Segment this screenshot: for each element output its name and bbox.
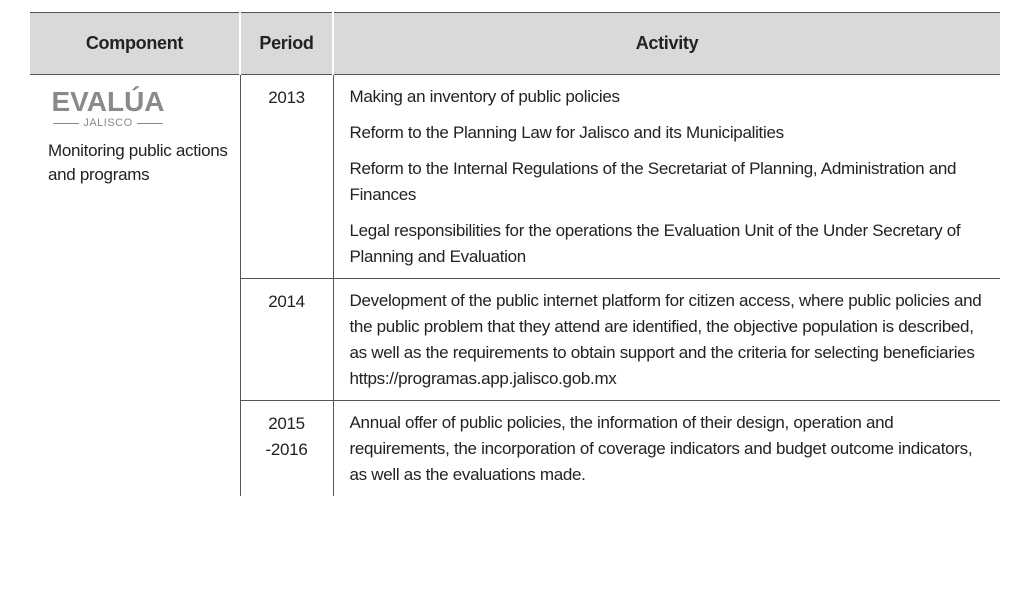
logo-subtext: JALISCO xyxy=(48,117,168,129)
logo: EVALÚA JALISCO xyxy=(48,86,168,130)
table: Component Period Activity EVALÚA JALISCO M… xyxy=(30,12,1000,496)
component-cell: EVALÚA JALISCO Monitoring public actions a… xyxy=(30,75,240,497)
table-body: EVALÚA JALISCO Monitoring public actions a… xyxy=(30,74,1000,496)
row: EVALÚA JALISCO Monitoring public actions a… xyxy=(30,74,1000,279)
header-cell: Activity xyxy=(332,12,1000,75)
activity: Development of the public internet platf… xyxy=(349,291,982,388)
activity-cell: Development of the public internet platf… xyxy=(332,278,1000,401)
activity: Reform to the Internal Regulations of th… xyxy=(349,159,957,204)
activity-cell: Annual offer of public policies, the inf… xyxy=(332,400,1000,496)
activity-cell: Making an inventory of public policies Re… xyxy=(332,74,1000,279)
activity: Annual offer of public policies, the inf… xyxy=(349,413,973,484)
period-cell: 2014 xyxy=(239,278,333,401)
activity: Legal responsibilities for the operation… xyxy=(349,221,961,266)
row: 2014 Development of the public internet p… xyxy=(30,278,1000,401)
header-row: Component Period Activity xyxy=(30,12,1000,75)
logo-text: EVALÚA xyxy=(51,86,165,117)
activity: Reform to the Planning Law for Jalisco a… xyxy=(349,123,785,142)
row: 2015 -2016 Annual offer of public policie… xyxy=(30,400,1000,496)
period-cell: 2013 xyxy=(239,74,333,279)
table-wrap: Component Period Activity EVALÚA JALISCO M… xyxy=(30,12,1000,496)
header-cell: Period xyxy=(239,12,333,75)
activity: Making an inventory of public policies xyxy=(349,87,621,106)
header-cell: Component xyxy=(30,12,240,75)
period-cell: 2015 -2016 xyxy=(239,400,333,496)
component-description: Monitoring public actions and programs xyxy=(48,141,228,184)
